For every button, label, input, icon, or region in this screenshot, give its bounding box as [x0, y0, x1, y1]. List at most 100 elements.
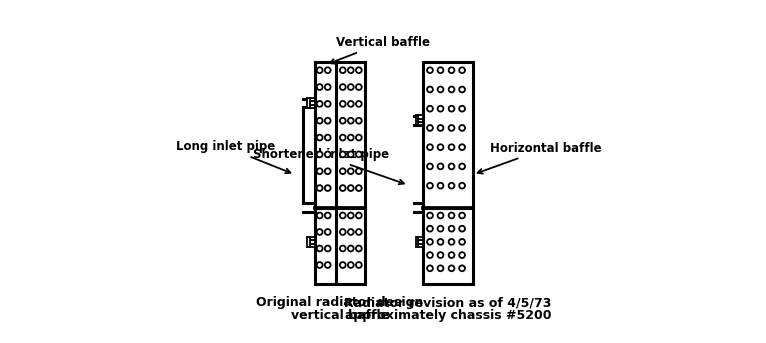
- Circle shape: [459, 239, 465, 245]
- Circle shape: [437, 226, 444, 232]
- Circle shape: [449, 183, 454, 189]
- Circle shape: [348, 135, 354, 141]
- Circle shape: [348, 67, 354, 73]
- Circle shape: [437, 86, 444, 92]
- Circle shape: [427, 67, 433, 73]
- Bar: [310, 98, 315, 101]
- Circle shape: [340, 84, 345, 90]
- Bar: [415, 237, 418, 247]
- Bar: [418, 240, 423, 244]
- Bar: [418, 119, 423, 122]
- Circle shape: [340, 152, 345, 157]
- Text: Radiator revision as of 4/5/73: Radiator revision as of 4/5/73: [345, 296, 552, 309]
- Circle shape: [348, 229, 354, 235]
- Circle shape: [348, 168, 354, 174]
- Circle shape: [427, 164, 433, 169]
- Bar: [307, 237, 310, 247]
- Circle shape: [459, 252, 465, 258]
- Circle shape: [356, 229, 362, 235]
- Bar: [418, 122, 423, 126]
- Circle shape: [325, 152, 331, 157]
- Circle shape: [325, 168, 331, 174]
- Circle shape: [340, 118, 345, 123]
- Circle shape: [427, 265, 433, 271]
- Circle shape: [459, 125, 465, 131]
- Circle shape: [459, 144, 465, 150]
- Text: Long inlet pipe: Long inlet pipe: [175, 140, 290, 173]
- Circle shape: [325, 135, 331, 141]
- Circle shape: [356, 168, 362, 174]
- Text: Original radiator design: Original radiator design: [256, 296, 424, 309]
- Circle shape: [348, 118, 354, 123]
- Circle shape: [427, 226, 433, 232]
- Circle shape: [348, 213, 354, 218]
- Circle shape: [317, 246, 322, 251]
- Circle shape: [459, 164, 465, 169]
- Circle shape: [325, 213, 331, 218]
- Circle shape: [459, 265, 465, 271]
- Circle shape: [437, 252, 444, 258]
- Circle shape: [317, 168, 322, 174]
- Circle shape: [340, 213, 345, 218]
- Bar: [310, 237, 315, 240]
- Circle shape: [340, 185, 345, 191]
- Circle shape: [317, 101, 322, 107]
- Circle shape: [449, 86, 454, 92]
- Circle shape: [356, 101, 362, 107]
- Circle shape: [427, 106, 433, 111]
- Circle shape: [427, 144, 433, 150]
- Circle shape: [449, 252, 454, 258]
- Circle shape: [459, 86, 465, 92]
- Circle shape: [459, 213, 465, 218]
- Circle shape: [449, 239, 454, 245]
- Circle shape: [437, 239, 444, 245]
- Circle shape: [340, 229, 345, 235]
- Circle shape: [348, 152, 354, 157]
- Circle shape: [437, 67, 444, 73]
- Circle shape: [325, 118, 331, 123]
- Bar: [310, 105, 315, 108]
- Bar: [310, 102, 315, 105]
- Circle shape: [317, 213, 322, 218]
- Circle shape: [348, 185, 354, 191]
- Circle shape: [449, 67, 454, 73]
- Circle shape: [317, 229, 322, 235]
- Bar: [307, 98, 310, 108]
- Circle shape: [356, 185, 362, 191]
- Circle shape: [459, 226, 465, 232]
- Circle shape: [340, 262, 345, 268]
- Text: approximately chassis #5200: approximately chassis #5200: [345, 309, 552, 322]
- Circle shape: [325, 84, 331, 90]
- Circle shape: [356, 246, 362, 251]
- Bar: [418, 237, 423, 240]
- Circle shape: [317, 135, 322, 141]
- Circle shape: [356, 118, 362, 123]
- Circle shape: [356, 213, 362, 218]
- Bar: [315, 208, 365, 284]
- Circle shape: [325, 101, 331, 107]
- Circle shape: [317, 185, 322, 191]
- Bar: [418, 244, 423, 247]
- Circle shape: [449, 226, 454, 232]
- Circle shape: [340, 101, 345, 107]
- Circle shape: [437, 183, 444, 189]
- Circle shape: [437, 106, 444, 111]
- Circle shape: [348, 84, 354, 90]
- Circle shape: [340, 67, 345, 73]
- Circle shape: [437, 125, 444, 131]
- Bar: [310, 244, 315, 247]
- Circle shape: [317, 152, 322, 157]
- Circle shape: [459, 67, 465, 73]
- Circle shape: [356, 67, 362, 73]
- Circle shape: [356, 262, 362, 268]
- Text: Vertical baffle: Vertical baffle: [330, 36, 430, 64]
- Circle shape: [348, 101, 354, 107]
- Bar: [423, 208, 473, 284]
- Circle shape: [437, 213, 444, 218]
- Circle shape: [437, 144, 444, 150]
- Circle shape: [449, 125, 454, 131]
- Circle shape: [325, 229, 331, 235]
- Circle shape: [449, 106, 454, 111]
- Circle shape: [427, 213, 433, 218]
- Text: Shortened inlet pipe: Shortened inlet pipe: [254, 148, 404, 184]
